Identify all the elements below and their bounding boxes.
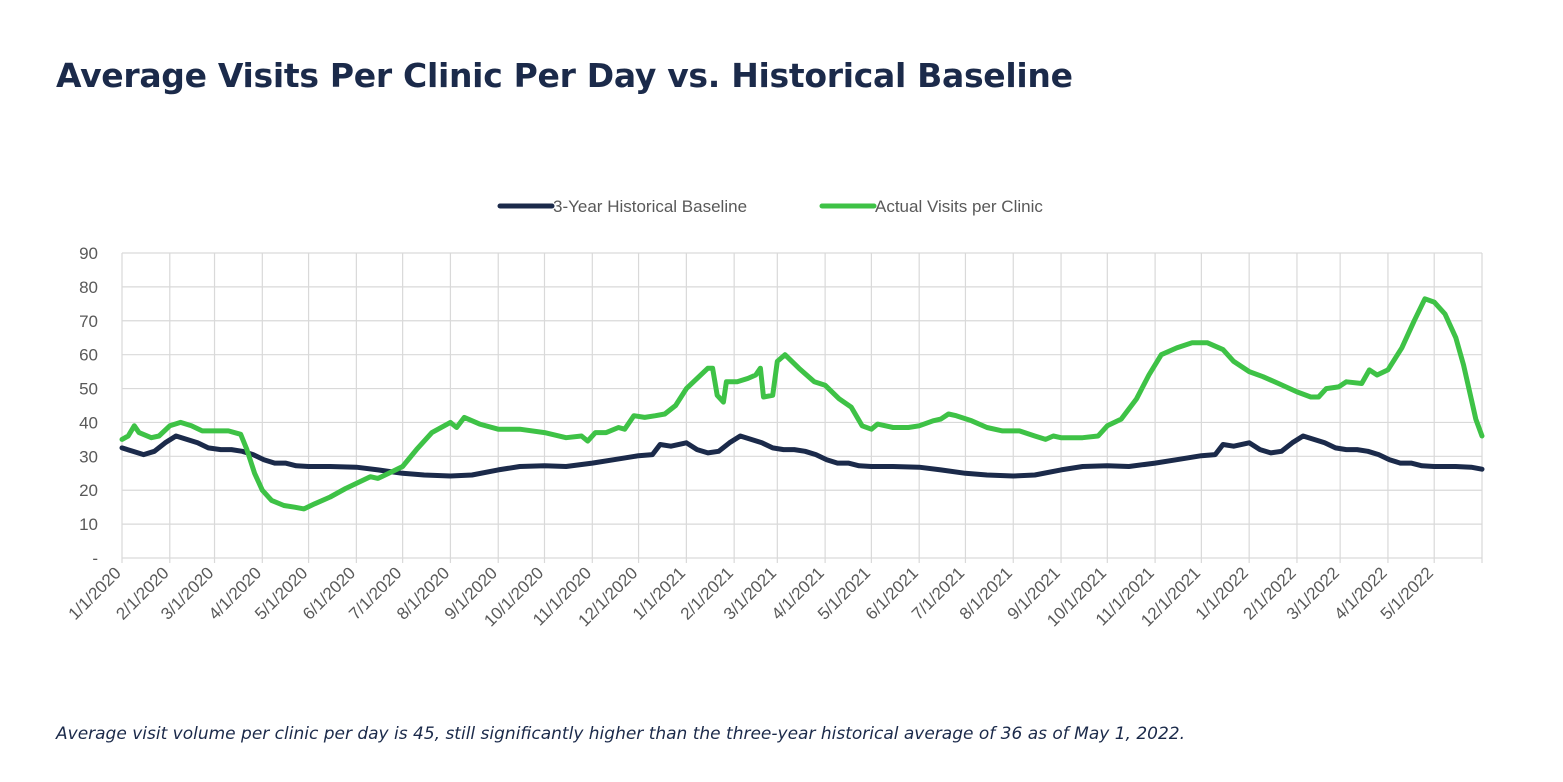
y-tick-label: 90 — [79, 244, 98, 263]
series-line-actual — [119, 296, 1485, 512]
legend-label: Actual Visits per Clinic — [875, 197, 1043, 216]
y-tick-label: 70 — [79, 312, 98, 331]
gridlines — [121, 252, 1483, 563]
y-tick-label: - — [92, 549, 98, 568]
series-lines — [119, 296, 1485, 512]
x-axis-tick-labels: 1/1/20202/1/20203/1/20204/1/20205/1/2020… — [65, 563, 1437, 630]
y-tick-label: 40 — [79, 413, 98, 432]
y-tick-label: 30 — [79, 447, 98, 466]
chart-caption: Average visit volume per clinic per day … — [56, 724, 1186, 744]
series-line-baseline — [119, 433, 1485, 479]
y-tick-label: 80 — [79, 278, 98, 297]
legend-label: 3-Year Historical Baseline — [553, 197, 747, 216]
y-tick-label: 60 — [79, 346, 98, 365]
legend: 3-Year Historical Baseline Actual Visits … — [497, 197, 1043, 216]
y-tick-label: 20 — [79, 481, 98, 500]
y-tick-label: 10 — [79, 515, 98, 534]
line-chart: 3-Year Historical Baseline Actual Visits … — [65, 197, 1485, 630]
y-tick-label: 50 — [79, 380, 98, 399]
y-axis-tick-labels: - 10 20 30 40 50 60 70 80 90 — [79, 244, 98, 568]
chart-title: Average Visits Per Clinic Per Day vs. Hi… — [56, 56, 1073, 95]
